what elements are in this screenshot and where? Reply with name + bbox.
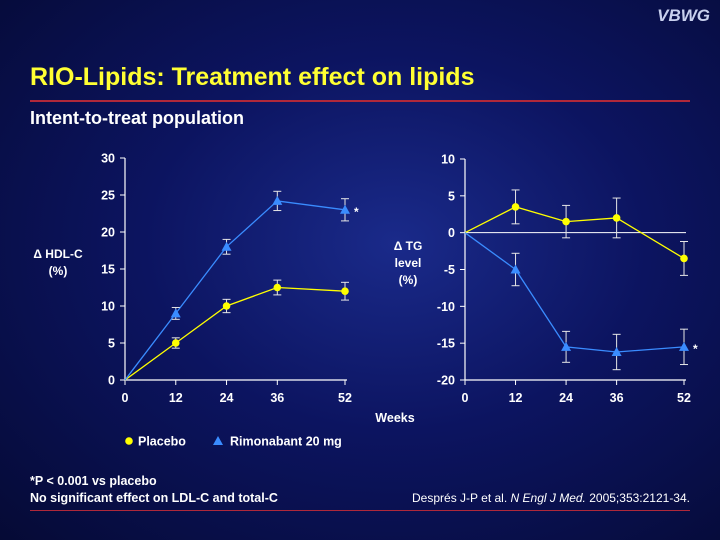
- chart1-xtick-label: 12: [509, 391, 523, 405]
- chart0-series-1-line: [124, 200, 346, 381]
- chart1-placebo-point: [612, 214, 621, 222]
- chart0-ylabel: Δ HDL-C: [33, 247, 83, 261]
- chart0-ytick-label: 15: [101, 263, 115, 277]
- title-divider: [30, 100, 690, 102]
- chart0-rimonabant-point: [170, 308, 181, 318]
- chart0-rimonabant-point: [340, 204, 350, 214]
- slide-subtitle: Intent-to-treat population: [30, 108, 244, 128]
- chart1-rimonabant-point: [679, 341, 689, 351]
- chart1-xlabel: Weeks: [375, 411, 414, 425]
- citation-journal: N Engl J Med.: [510, 491, 586, 505]
- slide-title: RIO-Lipids: Treatment effect on lipids: [30, 63, 475, 91]
- chart0-ytick-label: 10: [101, 300, 115, 314]
- chart0-placebo-point: [171, 339, 180, 347]
- footnote-significance: *P < 0.001 vs placebo: [30, 474, 157, 488]
- chart1-rimonabant-point: [510, 264, 521, 274]
- chart0-ytick-label: 25: [101, 189, 115, 203]
- chart1-xtick-label: 24: [559, 391, 573, 405]
- footnote-ldl: No significant effect on LDL-C and total…: [30, 491, 278, 505]
- chart1-ytick-label: -10: [437, 300, 455, 314]
- chart0-ylabel: (%): [49, 264, 68, 278]
- legend-placebo-label: Placebo: [138, 435, 186, 449]
- chart0-placebo-point: [273, 283, 282, 292]
- chart1-ytick-label: 0: [448, 226, 455, 240]
- chart0-rimonabant-point: [221, 241, 232, 251]
- vbwg-logo: VBWG: [657, 6, 710, 25]
- chart1-xtick-label: 52: [677, 391, 691, 405]
- chart0-significance-asterisk: *: [354, 205, 359, 219]
- chart1-ytick-label: 10: [441, 153, 455, 167]
- chart1-rimonabant-point: [611, 347, 622, 357]
- chart1-ytick-label: 5: [448, 189, 455, 203]
- chart0-ytick-label: 20: [101, 226, 115, 240]
- chart1-placebo-point: [680, 254, 688, 263]
- legend-rimonabant-marker: [213, 436, 223, 445]
- chart1-placebo-point: [562, 217, 570, 226]
- chart0-placebo-point: [341, 287, 349, 296]
- chart1-xtick-label: 36: [610, 391, 624, 405]
- chart1-ylabel: Δ TG: [394, 239, 423, 253]
- legend-rimonabant-label: Rimonabant 20 mg: [230, 435, 342, 449]
- chart0-ytick-label: 0: [108, 374, 115, 388]
- chart1-significance-asterisk: *: [693, 342, 698, 356]
- chart0-xtick-label: 0: [122, 391, 129, 405]
- chart0-xtick-label: 12: [169, 391, 183, 405]
- citation: Després J-P et al. N Engl J Med. 2005;35…: [412, 491, 690, 505]
- citation-details: 2005;353:2121-34.: [589, 491, 690, 505]
- chart0-xtick-label: 52: [338, 391, 352, 405]
- chart1-ytick-label: -15: [437, 337, 455, 351]
- chart1-ylabel: (%): [399, 273, 418, 287]
- footer-divider: [30, 510, 690, 511]
- chart0-placebo-point: [222, 302, 231, 310]
- chart1-ytick-label: -20: [437, 374, 455, 388]
- legend-placebo-marker: [125, 437, 133, 445]
- chart0-xtick-label: 24: [220, 391, 234, 405]
- chart0-rimonabant-point: [272, 195, 283, 205]
- chart1-series-1-line: [464, 232, 685, 353]
- chart1-ylabel: level: [395, 256, 422, 270]
- chart0-ytick-label: 30: [101, 152, 115, 166]
- chart0-ytick-label: 5: [108, 337, 115, 351]
- chart1-ytick-label: -5: [444, 263, 455, 277]
- chart0-xtick-label: 36: [270, 391, 284, 405]
- chart1-rimonabant-point: [561, 341, 572, 351]
- citation-authors: Després J-P et al.: [412, 491, 508, 505]
- chart1-placebo-point: [511, 203, 520, 211]
- chart1-xtick-label: 0: [462, 391, 469, 405]
- chart0-series-0-line: [124, 286, 346, 381]
